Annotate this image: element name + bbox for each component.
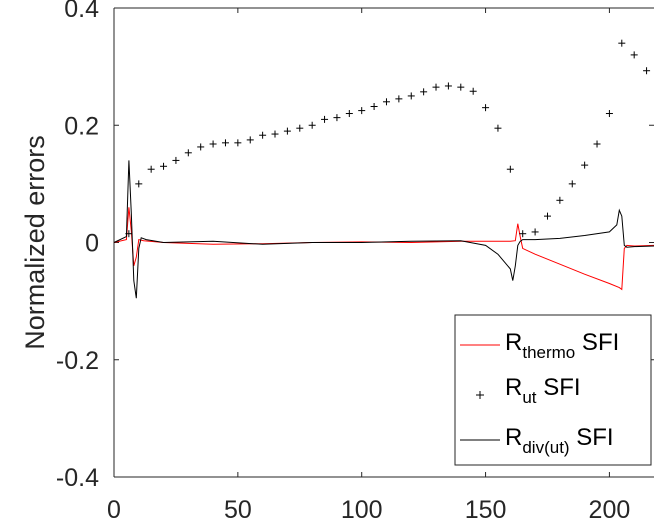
data-point-marker [382, 98, 390, 106]
y-tick-label: -0.2 [56, 347, 99, 375]
legend-entry-0: Rthermo SFI [460, 329, 619, 362]
legend-label: Rdiv(ut) SFI [505, 424, 614, 457]
data-point-marker [246, 136, 254, 144]
data-point-marker [370, 102, 378, 110]
y-tick-label: 0.4 [64, 0, 99, 23]
data-point-marker [420, 88, 428, 96]
data-point-marker [531, 228, 539, 236]
legend-label: Rut SFI [505, 374, 581, 407]
data-point-marker [234, 139, 242, 147]
legend-label: Rthermo SFI [505, 329, 619, 362]
data-point-marker [160, 162, 168, 170]
y-axis-label: Normalized errors [20, 135, 50, 350]
data-point-marker [209, 140, 217, 148]
data-point-marker [469, 87, 477, 95]
data-point-marker [643, 67, 651, 75]
series-line-0 [113, 207, 654, 291]
data-point-marker [283, 127, 291, 135]
x-tick-label: 100 [341, 496, 383, 524]
y-tick-label: 0 [85, 230, 99, 258]
legend-marker-swatch [476, 391, 484, 399]
data-point-marker [197, 143, 205, 151]
data-point-marker [308, 121, 316, 129]
y-tick-label: -0.4 [56, 464, 99, 492]
data-point-marker [568, 180, 576, 188]
y-axis-ticks: -0.4 -0.2 0 0.2 0.4 [56, 0, 654, 492]
data-point-marker [581, 161, 589, 169]
data-point-marker [506, 165, 514, 173]
data-point-marker [494, 124, 502, 132]
data-point-marker [519, 230, 527, 238]
x-tick-label: 50 [224, 496, 252, 524]
data-point-marker [358, 107, 366, 115]
data-point-marker [432, 83, 440, 91]
data-point-marker [593, 140, 601, 148]
data-point-marker [605, 110, 613, 118]
data-point-marker [184, 149, 192, 157]
data-point-marker [259, 131, 267, 139]
data-point-marker [135, 180, 143, 188]
data-point-marker [457, 83, 465, 91]
data-point-marker [482, 104, 490, 112]
x-tick-label: 0 [107, 496, 121, 524]
data-point-marker [556, 196, 564, 204]
data-point-marker [395, 95, 403, 103]
legend: Rthermo SFI Rut SFI Rdiv(ut) SFI [454, 314, 652, 466]
data-point-marker [630, 51, 638, 59]
y-tick-label: 0.2 [64, 112, 99, 140]
data-point-marker [221, 139, 229, 147]
data-point-marker [543, 212, 551, 220]
x-tick-label: 150 [465, 496, 507, 524]
data-point-marker [321, 115, 329, 123]
x-tick-label: 200 [589, 496, 631, 524]
data-point-marker [296, 124, 304, 132]
legend-entry-1: Rut SFI [476, 374, 581, 407]
plot-area [113, 39, 654, 299]
data-point-marker [407, 92, 415, 100]
series-line-2 [113, 160, 654, 299]
data-point-marker [172, 156, 180, 164]
data-point-marker [271, 130, 279, 138]
data-point-marker [618, 39, 626, 47]
data-point-marker [147, 165, 155, 173]
data-point-marker [345, 110, 353, 118]
legend-entry-2: Rdiv(ut) SFI [460, 424, 614, 457]
data-point-marker [444, 82, 452, 90]
x-axis-ticks: 0 50 100 150 200 [107, 8, 630, 524]
data-point-marker [333, 114, 341, 122]
